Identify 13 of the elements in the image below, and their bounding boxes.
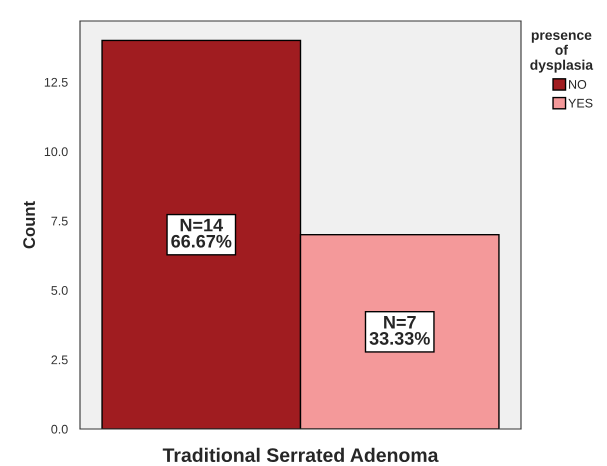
y-tick-label: 10.0 [44,147,68,156]
y-tick-label: 7.5 [51,216,68,226]
y-tick-label: 2.5 [51,355,68,364]
y-axis-title: Count [23,201,36,248]
legend-label: NO [569,80,586,89]
x-axis-title: Traditional Serrated Adenoma [162,448,439,462]
y-tick-label: 5.0 [51,286,68,295]
y-tick-label: 0.0 [51,424,68,434]
legend-title: presence of dysplasia [530,32,594,73]
legend-label: YES [568,98,592,108]
data-label: N=14 66.67% [171,218,232,248]
y-tick-label: 12.5 [44,78,68,87]
data-label: N=7 33.33% [370,316,430,345]
